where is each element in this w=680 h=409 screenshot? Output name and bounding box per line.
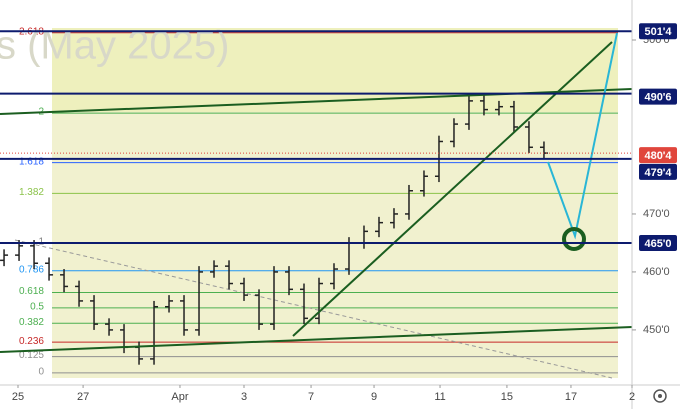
fib-label: 1.618 bbox=[19, 156, 44, 167]
price-label: 479'4 bbox=[644, 167, 672, 179]
y-tick-label: 450'0 bbox=[643, 324, 670, 336]
y-tick-label: 470'0 bbox=[643, 208, 670, 220]
fib-label: 0.5 bbox=[30, 302, 44, 313]
price-label-box bbox=[639, 163, 677, 180]
price-label: 501'4 bbox=[644, 26, 672, 38]
x-tick-label: Apr bbox=[171, 391, 188, 403]
price-label: 490'6 bbox=[644, 92, 671, 104]
price-label-box bbox=[639, 147, 677, 164]
trendline bbox=[292, 41, 613, 337]
price-label: 480'4 bbox=[644, 150, 672, 162]
x-tick-label: 27 bbox=[77, 391, 89, 403]
x-tick-label: 11 bbox=[434, 391, 445, 403]
projection-path bbox=[547, 32, 618, 240]
fib-label: 0.125 bbox=[19, 350, 44, 361]
x-tick-label: 15 bbox=[501, 391, 513, 403]
price-label-box bbox=[639, 234, 677, 251]
price-axis bbox=[632, 0, 680, 409]
price-label-box bbox=[639, 88, 677, 105]
price-label: 465'0 bbox=[644, 238, 671, 250]
time-axis bbox=[0, 385, 632, 409]
settings-icon[interactable] bbox=[653, 389, 667, 403]
fib-label: 0.236 bbox=[19, 336, 44, 347]
trendline bbox=[0, 326, 633, 353]
x-tick-label: 7 bbox=[308, 391, 314, 403]
x-tick-label: 2 bbox=[629, 391, 635, 403]
x-tick-label: 17 bbox=[565, 391, 577, 403]
y-tick-label: 460'0 bbox=[643, 266, 670, 278]
settings-icon-dot bbox=[658, 394, 662, 398]
watermark: s (May 2025) bbox=[0, 24, 229, 68]
x-tick-label: 25 bbox=[12, 391, 24, 403]
fib-label: 0 bbox=[38, 366, 44, 377]
fib-label: 1.382 bbox=[19, 187, 44, 198]
fib-zone bbox=[52, 28, 618, 112]
price-label-box bbox=[639, 23, 677, 40]
fib-label: 0.382 bbox=[19, 317, 44, 328]
fib-label: 0.786 bbox=[19, 264, 44, 275]
fib-label: 0.618 bbox=[19, 286, 44, 297]
x-tick-label: 9 bbox=[371, 391, 377, 403]
target-circle bbox=[562, 227, 586, 251]
x-tick-label: 3 bbox=[241, 391, 247, 403]
